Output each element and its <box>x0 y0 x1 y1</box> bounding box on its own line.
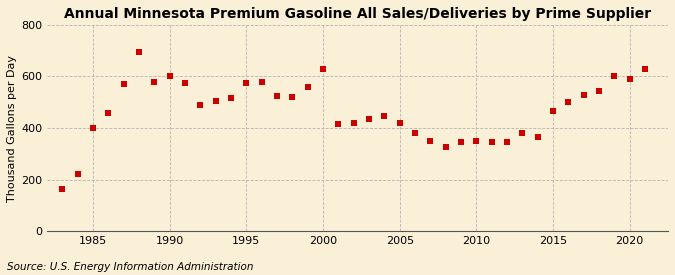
Point <box>348 121 359 125</box>
Point <box>287 95 298 99</box>
Point <box>394 121 405 125</box>
Point <box>456 140 466 144</box>
Point <box>103 110 114 115</box>
Point <box>134 50 144 54</box>
Point <box>440 145 451 150</box>
Point <box>241 81 252 85</box>
Point <box>211 99 221 103</box>
Point <box>471 139 482 143</box>
Title: Annual Minnesota Premium Gasoline All Sales/Deliveries by Prime Supplier: Annual Minnesota Premium Gasoline All Sa… <box>64 7 651 21</box>
Point <box>225 96 236 101</box>
Point <box>517 131 528 135</box>
Point <box>256 79 267 84</box>
Point <box>533 135 543 139</box>
Text: Source: U.S. Energy Information Administration: Source: U.S. Energy Information Administ… <box>7 262 253 272</box>
Point <box>425 139 436 143</box>
Point <box>149 79 160 84</box>
Point <box>333 122 344 127</box>
Point <box>118 81 129 86</box>
Point <box>379 114 389 119</box>
Point <box>640 67 651 71</box>
Point <box>195 103 206 107</box>
Point <box>563 100 574 104</box>
Point <box>271 94 282 98</box>
Point <box>578 92 589 97</box>
Point <box>364 117 375 121</box>
Point <box>593 89 604 93</box>
Point <box>164 74 175 79</box>
Point <box>410 131 421 135</box>
Point <box>57 187 68 191</box>
Point <box>302 85 313 89</box>
Point <box>318 67 329 71</box>
Y-axis label: Thousand Gallons per Day: Thousand Gallons per Day <box>7 54 17 202</box>
Point <box>72 172 83 177</box>
Point <box>88 126 99 130</box>
Point <box>502 140 512 144</box>
Point <box>486 140 497 144</box>
Point <box>609 74 620 79</box>
Point <box>624 77 635 81</box>
Point <box>180 81 190 85</box>
Point <box>547 109 558 114</box>
